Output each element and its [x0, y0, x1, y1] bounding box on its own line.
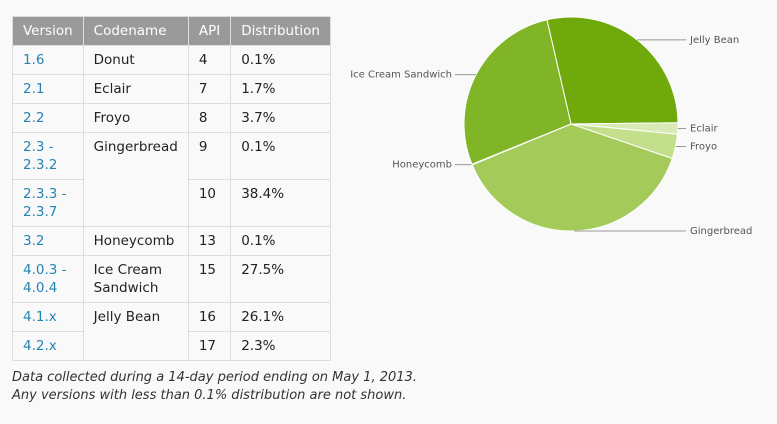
table-row: 2.1 Eclair 7 1.7%: [12, 74, 331, 104]
table-cell: 17: [187, 331, 232, 361]
column-header: Codename: [82, 16, 189, 46]
table-cell: 9: [187, 132, 232, 180]
slice-label: Eclair: [690, 123, 719, 134]
header-row: Version Codename API Distribution: [12, 16, 331, 46]
pie-slice: [463, 19, 572, 165]
column-header: Distribution: [230, 16, 331, 46]
table-row: 1.6 Donut 4 0.1%: [12, 45, 331, 75]
version-link[interactable]: 3.2: [12, 226, 84, 256]
table-row: 3.2 Honeycomb 13 0.1%: [12, 226, 331, 256]
slice-label: Ice Cream Sandwich: [350, 70, 452, 81]
pie-slice: [546, 16, 679, 125]
table-cell: Eclair: [82, 74, 189, 104]
table-cell: 26.1%: [230, 302, 331, 332]
table-cell: Jelly Bean: [82, 302, 189, 361]
table-cell: 0.1%: [230, 226, 331, 256]
table-cell: 1.7%: [230, 74, 331, 104]
note: Data collected during a 14-day period en…: [12, 370, 417, 385]
pie-chart: Jelly Bean Eclair Froyo Gingerbread Honeycom…: [350, 16, 752, 237]
table-cell: 13: [187, 226, 232, 256]
table-cell: 0.1%: [230, 132, 331, 180]
version-link[interactable]: 4.1.x: [12, 302, 84, 332]
version-link[interactable]: 4.0.3 - 4.0.4: [12, 255, 84, 303]
slice-label: Froyo: [690, 141, 717, 152]
note: Any versions with less than 0.1% distrib…: [12, 388, 407, 403]
table-cell: Ice Cream Sandwich: [82, 255, 189, 303]
pie-slice: [471, 123, 673, 232]
table-row: 4.2.x 17 2.3%: [12, 331, 331, 361]
table-row: 4.0.3 - 4.0.4 Ice Cream Sandwich 15 27.5%: [12, 255, 331, 303]
column-header: Version: [12, 16, 84, 46]
table-row: 4.1.x Jelly Bean 16 26.1%: [12, 302, 331, 361]
table-cell: Honeycomb: [82, 226, 189, 256]
version-link[interactable]: 2.2: [12, 103, 84, 133]
column-header: API: [187, 16, 232, 46]
table-cell: 2.3%: [230, 331, 331, 361]
table-cell: 10: [187, 179, 232, 227]
table-row: 2.3.3 - 2.3.7 10 38.4%: [12, 179, 331, 227]
version-link[interactable]: 2.3 - 2.3.2: [12, 132, 84, 180]
version-link[interactable]: 1.6: [12, 45, 84, 75]
table-cell: 16: [187, 302, 232, 332]
distribution-table: Version Codename API Distribution 1.6 Donut 4…: [12, 16, 331, 361]
table-cell: 27.5%: [230, 255, 331, 303]
slice-label: Jelly Bean: [689, 35, 739, 46]
table-cell: 3.7%: [230, 103, 331, 133]
version-link[interactable]: 2.3.3 - 2.3.7: [12, 179, 84, 227]
table-cell: 38.4%: [230, 179, 331, 227]
table-row: 2.2 Froyo 8 3.7%: [12, 103, 331, 133]
table-cell: Gingerbread: [82, 132, 189, 227]
slice-label: Gingerbread: [690, 226, 752, 237]
table-cell: 7: [187, 74, 232, 104]
table-cell: Donut: [82, 45, 189, 75]
table-cell: 8: [187, 103, 232, 133]
table-cell: 15: [187, 255, 232, 303]
version-link[interactable]: 4.2.x: [12, 331, 84, 361]
table-cell: 0.1%: [230, 45, 331, 75]
table-cell: Froyo: [82, 103, 189, 133]
table-row: 2.3 - 2.3.2 Gingerbread 9 0.1%: [12, 132, 331, 227]
slice-label: Honeycomb: [392, 160, 452, 171]
notes: Data collected during a 14-day period en…: [12, 369, 417, 405]
version-link[interactable]: 2.1: [12, 74, 84, 104]
table-cell: 4: [187, 45, 232, 75]
